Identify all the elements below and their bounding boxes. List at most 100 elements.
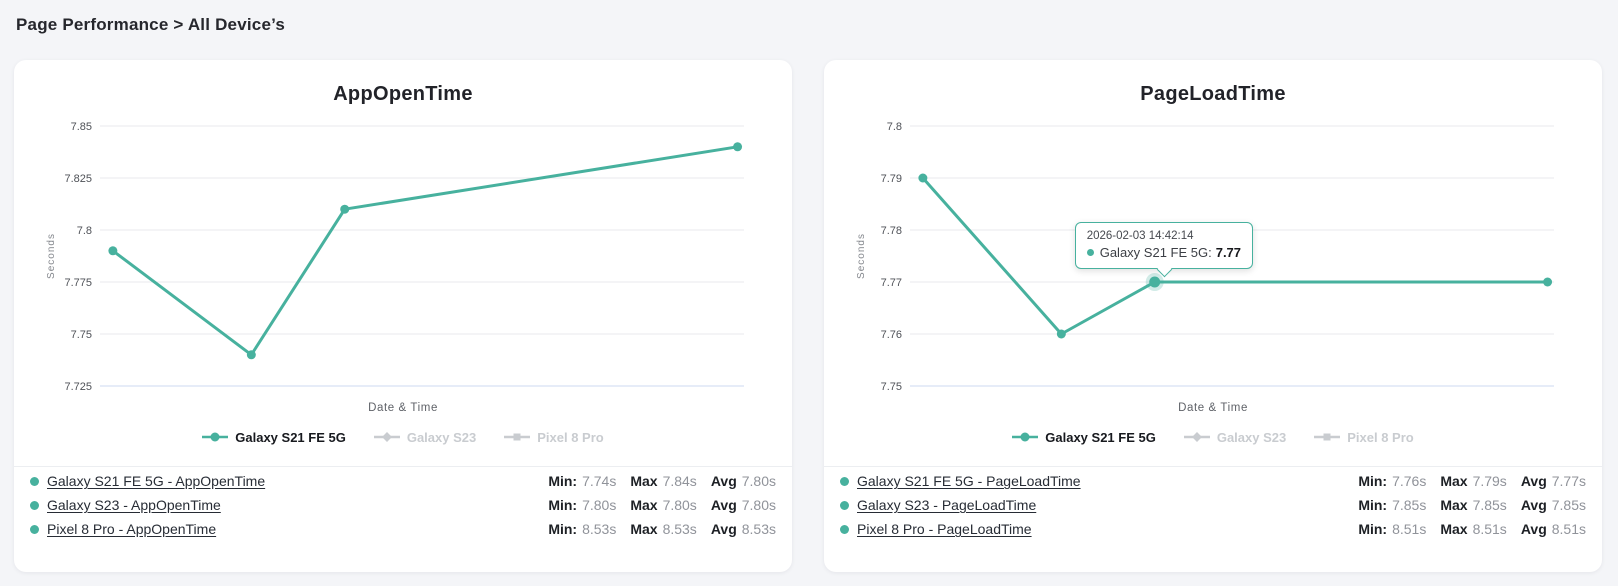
series-stats: Galaxy S21 FE 5G - AppOpenTime Min: 7.74… <box>14 467 792 541</box>
chart-legend: Galaxy S21 FE 5G Galaxy S23 Pixel 8 Pro <box>14 429 792 445</box>
y-tick-label: 7.75 <box>881 381 902 393</box>
legend-circle <box>210 432 220 442</box>
avg-value: 7.77s <box>1551 473 1586 489</box>
diamond-marker-icon <box>1183 432 1210 442</box>
y-tick-label: 7.79 <box>881 173 902 185</box>
y-tick-label: 7.75 <box>71 329 92 341</box>
legend-label: Pixel 8 Pro <box>1347 429 1414 445</box>
data-point[interactable] <box>108 246 118 256</box>
stat-row: Pixel 8 Pro - AppOpenTime Min: 8.53s Max… <box>30 517 776 541</box>
avg-label: Avg <box>1520 473 1547 489</box>
avg-value: 7.80s <box>741 473 776 489</box>
min-label: Min: <box>1358 473 1388 489</box>
max-label: Max <box>630 521 658 537</box>
series-bullet-icon <box>30 476 39 486</box>
stat-row: Galaxy S21 FE 5G - PageLoadTime Min: 7.7… <box>840 469 1586 493</box>
chart-legend: Galaxy S21 FE 5G Galaxy S23 Pixel 8 Pro <box>824 429 1602 445</box>
divider <box>14 466 792 467</box>
y-axis-label: Seconds <box>46 233 57 279</box>
page-title: Page Performance > All Device’s <box>16 15 286 34</box>
y-tick-label: 7.76 <box>881 329 902 341</box>
chart-card-pageloadtime: PageLoadTime 7.8 7.79 7.78 7.77 7.76 7.75 Seco… <box>824 60 1602 572</box>
legend-item-galaxy-s21-fe-5g[interactable]: Galaxy S21 FE 5G <box>1012 430 1156 445</box>
min-value: 8.53s <box>582 521 617 537</box>
series-link[interactable]: Galaxy S21 FE 5G - PageLoadTime <box>857 473 1081 489</box>
legend-label: Galaxy S23 <box>1216 429 1287 445</box>
max-label: Max <box>1440 473 1468 489</box>
line-chart: 7.85 7.825 7.8 7.775 7.75 7.725 Seconds <box>46 121 744 393</box>
max-value: 8.51s <box>1472 521 1507 537</box>
max-value: 7.79s <box>1472 473 1507 489</box>
series-bullet-icon <box>840 524 849 534</box>
min-label: Min: <box>1358 497 1388 513</box>
series-link[interactable]: Pixel 8 Pro - AppOpenTime <box>47 521 217 537</box>
series-stats: Galaxy S21 FE 5G - PageLoadTime Min: 7.7… <box>824 467 1602 541</box>
legend-diamond <box>381 432 392 442</box>
legend-label: Pixel 8 Pro <box>537 429 604 445</box>
max-value: 7.85s <box>1472 497 1507 513</box>
y-tick-label: 7.725 <box>64 381 92 393</box>
series-bullet-icon <box>30 500 39 510</box>
data-point[interactable] <box>340 204 350 214</box>
avg-value: 7.85s <box>1551 497 1586 513</box>
stat-row: Pixel 8 Pro - PageLoadTime Min: 8.51s Ma… <box>840 517 1586 541</box>
tooltip-series-bullet-icon <box>1086 249 1094 256</box>
y-tick-label: 7.8 <box>77 225 92 237</box>
chart-area: 7.8 7.79 7.78 7.77 7.76 7.75 Seconds 2026-02-0… <box>824 114 1602 399</box>
series-link[interactable]: Pixel 8 Pro - PageLoadTime <box>857 521 1032 537</box>
legend-label: Galaxy S21 FE 5G <box>1045 429 1156 445</box>
chart-area: 7.85 7.825 7.8 7.775 7.75 7.725 Seconds <box>14 114 792 399</box>
legend-item-galaxy-s21-fe-5g[interactable]: Galaxy S21 FE 5G <box>202 430 346 445</box>
max-label: Max <box>630 497 658 513</box>
data-point[interactable] <box>1149 276 1161 288</box>
chart-tooltip: 2026-02-03 14:42:14 Galaxy S21 FE 5G: 7.… <box>1074 222 1254 277</box>
legend-item-pixel-8-pro[interactable]: Pixel 8 Pro <box>1314 429 1414 445</box>
avg-label: Avg <box>710 521 737 537</box>
y-tick-label: 7.825 <box>64 173 92 185</box>
y-tick-label: 7.77 <box>881 277 902 289</box>
legend-diamond <box>1191 432 1202 442</box>
divider <box>824 466 1602 467</box>
avg-value: 8.53s <box>741 521 776 537</box>
legend-circle <box>1020 432 1030 442</box>
max-label: Max <box>1440 497 1468 513</box>
legend-item-galaxy-s23[interactable]: Galaxy S23 <box>373 430 476 445</box>
legend-item-galaxy-s23[interactable]: Galaxy S23 <box>1183 429 1287 445</box>
stat-row: Galaxy S21 FE 5G - AppOpenTime Min: 7.74… <box>30 469 776 493</box>
chart-card-appopentime: AppOpenTime 7.85 7.825 7.8 7.775 7.75 7.725 Se… <box>14 60 792 572</box>
stat-row: Galaxy S23 - AppOpenTime Min: 7.80s Max … <box>30 493 776 517</box>
tooltip-datetime: 2026-02-03 14:42:14 <box>1086 230 1194 242</box>
min-value: 7.76s <box>1392 473 1427 489</box>
data-point[interactable] <box>918 173 928 183</box>
square-marker-icon <box>504 433 531 441</box>
diamond-marker-icon <box>373 432 400 442</box>
min-value: 7.80s <box>582 497 617 513</box>
y-tick-label: 7.78 <box>881 225 902 237</box>
chart-title: PageLoadTime <box>1140 83 1286 105</box>
data-point[interactable] <box>1543 277 1553 287</box>
avg-value: 8.51s <box>1551 521 1586 537</box>
max-label: Max <box>630 473 658 489</box>
tooltip-series-label: Galaxy S21 FE 5G: <box>1099 245 1212 260</box>
square-marker-icon <box>1314 433 1341 441</box>
data-point[interactable] <box>733 142 743 152</box>
series-link[interactable]: Galaxy S21 FE 5G - AppOpenTime <box>47 473 266 489</box>
data-point[interactable] <box>246 350 256 360</box>
y-tick-label: 7.8 <box>887 121 902 133</box>
avg-label: Avg <box>710 473 737 489</box>
x-axis-label: Date & Time <box>368 402 438 414</box>
max-value: 7.84s <box>662 473 697 489</box>
legend-square <box>1323 433 1331 441</box>
avg-label: Avg <box>1520 521 1547 537</box>
data-point[interactable] <box>1056 329 1066 339</box>
series-link[interactable]: Galaxy S23 - PageLoadTime <box>857 497 1037 513</box>
max-value: 7.80s <box>662 497 697 513</box>
stat-row: Galaxy S23 - PageLoadTime Min: 7.85s Max… <box>840 493 1586 517</box>
series-link[interactable]: Galaxy S23 - AppOpenTime <box>47 497 221 513</box>
circle-marker-icon <box>202 432 229 442</box>
tooltip-value: 7.77 <box>1215 245 1242 260</box>
min-label: Min: <box>548 497 578 513</box>
series-line <box>921 176 1550 336</box>
chart-title: AppOpenTime <box>333 83 473 105</box>
legend-item-pixel-8-pro[interactable]: Pixel 8 Pro <box>504 429 604 445</box>
